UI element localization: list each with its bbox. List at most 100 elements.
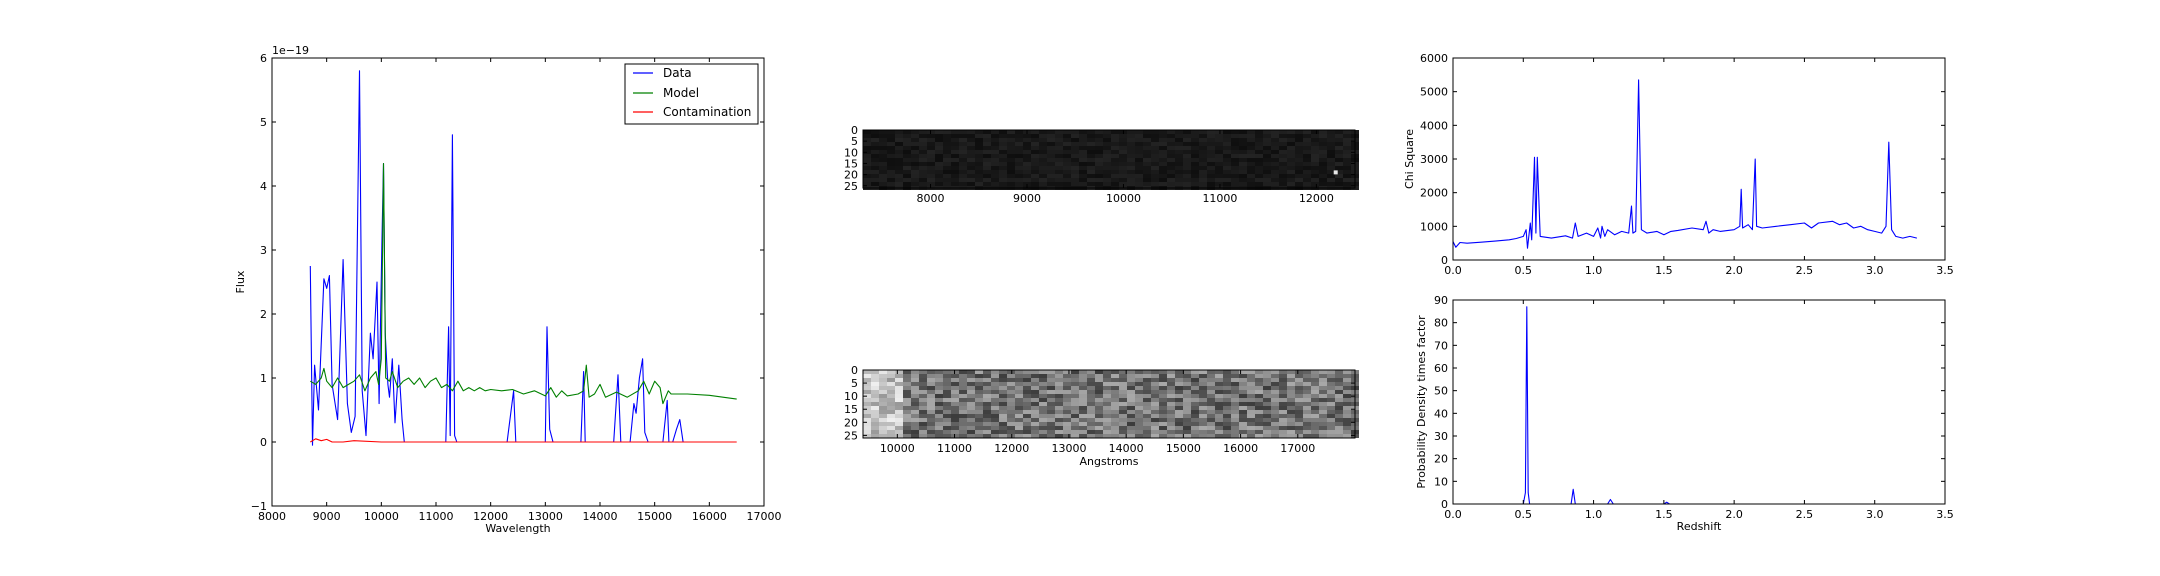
contam-2d-pixel [903, 430, 911, 434]
contam-2d-pixel [1119, 406, 1127, 410]
image-2d-pixel [1079, 174, 1087, 178]
image-2d-pixel [967, 162, 975, 166]
image-2d-pixel [1119, 154, 1127, 158]
contam-2d-pixel [983, 410, 991, 414]
contam-2d-pixel [1151, 398, 1159, 402]
contam-2d-pixel [1175, 434, 1183, 438]
contam-2d-pixel [1087, 382, 1095, 386]
pdf-series-0-line [1453, 306, 1917, 505]
image-2d-pixel [959, 182, 967, 186]
contam-2d-pixel [1039, 406, 1047, 410]
contam-2d-pixel [1271, 418, 1279, 422]
image-2d-pixel [887, 138, 895, 142]
image-2d-pixel [1119, 146, 1127, 150]
contam-2d-pixel [1047, 422, 1055, 426]
image-2d-pixel [943, 146, 951, 150]
contam-2d-pixel [1127, 390, 1135, 394]
image-2d-pixel [1231, 142, 1239, 146]
contam-2d-pixel [1191, 418, 1199, 422]
contam-2d-pixel [1239, 434, 1247, 438]
contam-2d-pixel [1207, 410, 1215, 414]
contam-2d-pixel [999, 390, 1007, 394]
contam-2d-pixel [1287, 398, 1295, 402]
image-2d-pixel [1287, 170, 1295, 174]
image-2d-pixel [871, 130, 879, 134]
image-2d-pixel [1191, 174, 1199, 178]
image-2d-pixel [1007, 158, 1015, 162]
contam-2d-pixels [863, 370, 1359, 438]
contam-2d-pixel [1215, 386, 1223, 390]
contam-2d-pixel [1223, 370, 1231, 374]
contam-2d-pixel [1111, 422, 1119, 426]
image-2d-pixel [935, 134, 943, 138]
contam-2d-pixel [983, 390, 991, 394]
contam-2d-pixel [1103, 422, 1111, 426]
spectrum-xtick-label: 16000 [692, 510, 727, 523]
contam-2d-pixel [1151, 422, 1159, 426]
contam-2d-pixel [1087, 434, 1095, 438]
contam-2d-pixel [1279, 402, 1287, 406]
contam-2d-pixel [1263, 418, 1271, 422]
image-2d-pixel [927, 138, 935, 142]
image-2d-pixel [1255, 146, 1263, 150]
contam-2d-pixel [1327, 430, 1335, 434]
contam-2d-pixel [943, 370, 951, 374]
image-2d-pixel [1223, 182, 1231, 186]
image-2d-pixel [1127, 162, 1135, 166]
contam-2d-pixel [1311, 418, 1319, 422]
pdf-xtick-label: 3.0 [1866, 508, 1884, 521]
contam-2d-pixel [1007, 370, 1015, 374]
image-2d-pixel [1247, 182, 1255, 186]
contam-2d-pixel [1271, 434, 1279, 438]
image-2d-pixel [919, 166, 927, 170]
contam-2d-ticks: 10000 11000 12000 13000 14000 15000 16000 17000… [844, 364, 1355, 455]
contam-2d-pixel [1343, 410, 1351, 414]
contam-2d-pixel [919, 434, 927, 438]
image-2d-pixel [1335, 142, 1343, 146]
image-2d-pixel [1095, 142, 1103, 146]
image-2d-pixel [871, 166, 879, 170]
contam-2d-pixel [903, 418, 911, 422]
contam-2d-pixel [983, 418, 991, 422]
image-2d-pixel [887, 178, 895, 182]
image-2d-pixel [1183, 146, 1191, 150]
contam-2d-pixel [967, 406, 975, 410]
image-2d-pixel [1191, 182, 1199, 186]
contam-2d-pixel [911, 422, 919, 426]
image-2d-pixel [1215, 134, 1223, 138]
image-2d-pixel [1119, 166, 1127, 170]
image-2d-pixel [1143, 150, 1151, 154]
image-2d-pixel [975, 130, 983, 134]
image-2d-pixel [1063, 130, 1071, 134]
contam-2d-pixel [1135, 418, 1143, 422]
image-2d-pixel [967, 170, 975, 174]
contam-2d-pixel [1343, 406, 1351, 410]
image-2d-pixel [1111, 130, 1119, 134]
image-2d-pixel [1183, 170, 1191, 174]
contam-2d-pixel [1175, 394, 1183, 398]
image-2d-pixel [1199, 158, 1207, 162]
image-2d-pixel [983, 170, 991, 174]
contam-2d-pixel [951, 374, 959, 378]
contam-2d-pixel [1295, 410, 1303, 414]
image-2d-pixel [1087, 174, 1095, 178]
image-2d-pixel [871, 138, 879, 142]
image-2d-pixel [1031, 166, 1039, 170]
image-2d-pixel [1303, 170, 1311, 174]
image-2d-pixel [1207, 138, 1215, 142]
pdf-ytick-label: 50 [1434, 385, 1448, 398]
contam-2d-pixel [975, 414, 983, 418]
image-2d-pixel [895, 154, 903, 158]
contam-2d-pixel [927, 410, 935, 414]
contam-2d-pixel [1335, 406, 1343, 410]
contam-2d-pixel [927, 422, 935, 426]
image-2d-pixel [991, 138, 999, 142]
contam-2d-pixel [1175, 374, 1183, 378]
contam-2d-pixel [1231, 398, 1239, 402]
image-2d-pixel [1071, 138, 1079, 142]
image-2d-pixel [1103, 154, 1111, 158]
contam-2d-pixel [1063, 434, 1071, 438]
contam-2d-pixel [1167, 382, 1175, 386]
image-2d-pixel [1255, 178, 1263, 182]
image-2d-pixel [1063, 174, 1071, 178]
